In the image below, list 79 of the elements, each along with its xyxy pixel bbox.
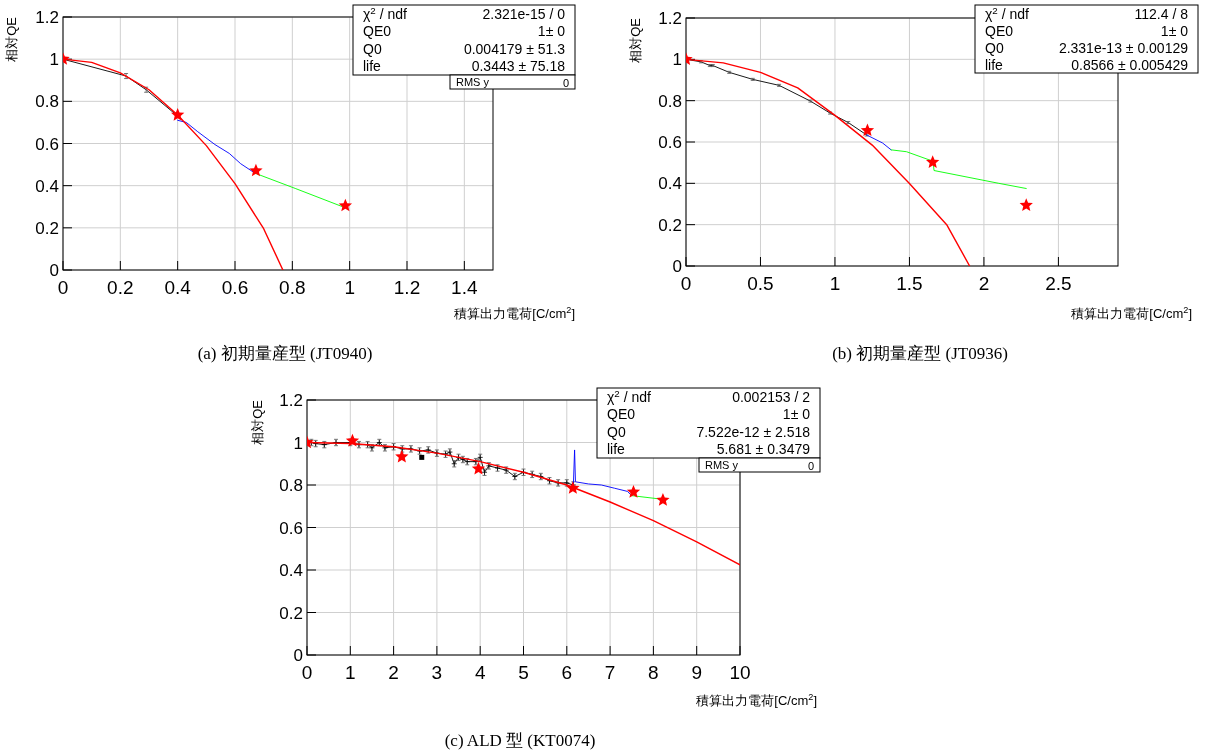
x-tick-label: 10 [729, 662, 751, 683]
annotation: life [985, 56, 1004, 73]
rms-box: RMS y 0 [698, 457, 821, 473]
y-tick-label: 1.2 [279, 391, 303, 410]
annotation: Q0 [985, 39, 1004, 56]
x-tick-label: 5 [518, 662, 529, 683]
annotation: life [363, 58, 382, 75]
y-tick-label: 1 [293, 433, 303, 453]
annotation: RMS y [456, 76, 490, 88]
annotation: RMS y [705, 459, 739, 471]
annotation: 7.522e-12 ± 2.518 [696, 423, 811, 440]
text: 112.4 / 8 [1134, 5, 1188, 22]
x-axis-title: 積算出力電荷[C/cm$^{2}$] [1071, 305, 1192, 321]
annotation: χ$^{2}$ / ndf [985, 4, 1030, 22]
annotation: 0.004179 ± 51.3 [463, 40, 566, 57]
y-tick-label: 0.4 [279, 561, 303, 580]
x-tick-label: 4 [474, 662, 486, 683]
x-axis-title: 積算出力電荷[C/cm$^{2}$] [454, 305, 575, 321]
annotation: χ$^{2}$ / ndf [607, 387, 652, 405]
annotation: 2.331e-13 ± 0.00129 [1058, 39, 1189, 56]
x-tick-label: 8 [648, 662, 659, 683]
y-tick-label: 0.2 [35, 218, 59, 238]
y-tick-label: 1 [49, 50, 59, 70]
x-tick-label: 3 [431, 662, 443, 683]
y-tick-label: 0.6 [279, 518, 303, 538]
x-tick-label: 1 [829, 273, 841, 294]
x-tick-label: 7 [604, 662, 616, 683]
text: 1± 0 [782, 406, 810, 423]
rms-box: RMS y 0 [449, 74, 576, 90]
annotation: 2.321e-15 / 0 [482, 5, 566, 22]
x-tick-label: 1.4 [451, 277, 478, 298]
x-tick-label: 1.2 [393, 277, 421, 298]
x-tick-label: 2 [978, 273, 990, 294]
y-tick-label: 0 [49, 261, 59, 280]
y-tick-label: 0.6 [658, 133, 682, 152]
text: (b) 初期量産型 (JT0936) [832, 344, 1008, 363]
y-tick-label: 1 [672, 50, 682, 70]
annotation: Q0 [607, 423, 626, 440]
y-tick-label: 0.4 [658, 174, 682, 194]
text: 1± 0 [537, 23, 565, 40]
annotation: 0.002153 / 2 [732, 388, 811, 405]
y-tick-label: 1.2 [35, 8, 59, 27]
annotation: life [607, 441, 626, 458]
x-tick-label: 2 [388, 662, 399, 683]
y-tick-label: 0.4 [35, 176, 59, 196]
y-tick-label: 0.6 [35, 134, 59, 154]
annotation: QE0 [985, 22, 1014, 39]
x-tick-label: 1 [344, 277, 355, 298]
x-tick-label: 6 [561, 662, 573, 683]
y-axis-title: 相対QE [250, 399, 265, 445]
text: (a) 初期量産型 (JT0940) [197, 344, 373, 363]
x-tick-label: 9 [691, 662, 702, 683]
text: (c) ALD 型 (KT0074) [444, 731, 596, 750]
annotation: QE0 [363, 23, 392, 40]
y-tick-label: 1.2 [658, 9, 682, 28]
x-tick-label: 0.5 [747, 273, 774, 294]
y-tick-label: 0.8 [279, 476, 303, 495]
y-tick-label: 0.8 [35, 92, 59, 112]
y-axis-title: 相対QE [4, 16, 19, 62]
y-tick-label: 0.8 [658, 91, 682, 111]
annotation: 0.8566 ± 0.005429 [1071, 56, 1189, 73]
annotation: 5.681 ± 0.3479 [716, 441, 811, 458]
x-tick-label: 0.4 [164, 277, 192, 298]
x-tick-label: 1.5 [896, 273, 923, 294]
x-axis-title: 積算出力電荷[C/cm$^{2}$] [696, 692, 817, 708]
annotation: QE0 [607, 406, 636, 423]
x-tick-label: 1 [345, 662, 356, 683]
text: 1± 0 [1160, 22, 1188, 39]
y-axis-title: 相対QE [628, 17, 643, 63]
y-tick-label: 0 [672, 257, 682, 276]
y-tick-label: 0 [293, 646, 303, 665]
y-tick-label: 0.2 [279, 603, 303, 623]
x-tick-label: 0.6 [221, 277, 249, 298]
annotation: Q0 [363, 40, 382, 57]
annotation: 0.3443 ± 75.18 [471, 58, 566, 75]
x-tick-label: 0.2 [107, 277, 134, 298]
y-tick-label: 0.2 [658, 215, 682, 235]
annotation: χ$^{2}$ / ndf [363, 4, 408, 22]
x-tick-label: 2.5 [1045, 273, 1072, 294]
